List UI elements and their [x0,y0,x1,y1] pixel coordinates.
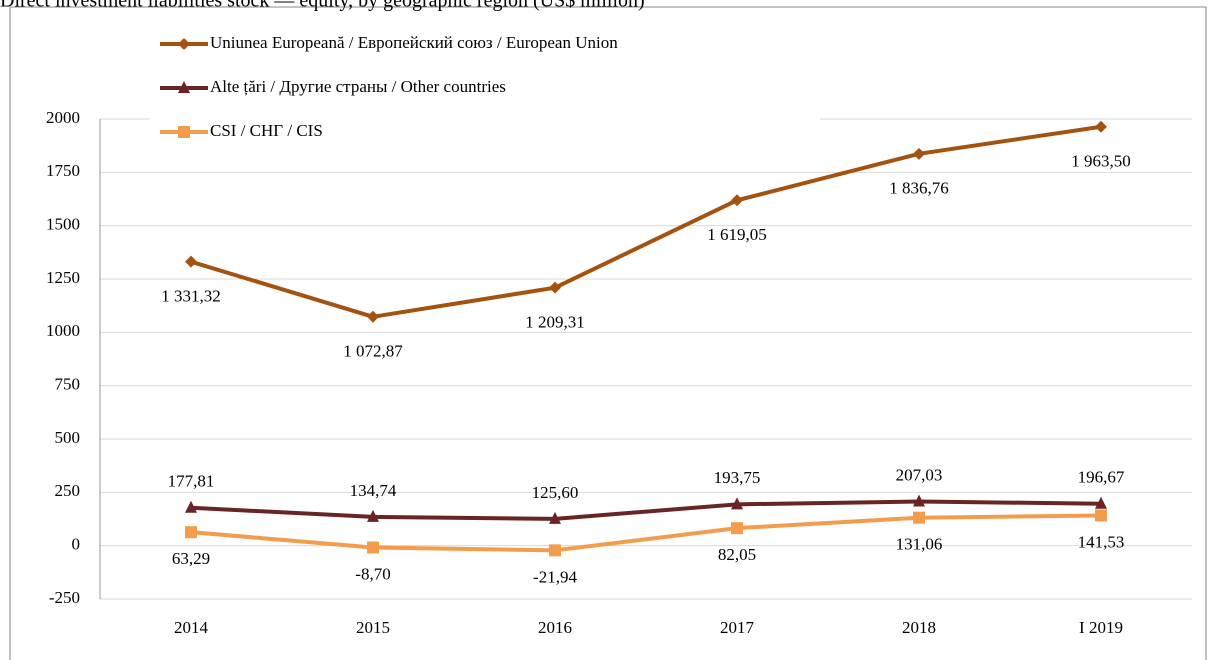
y-tick-label: 2000 [46,108,80,127]
y-tick-label: 250 [55,481,81,500]
point [185,526,197,539]
y-tick-label: 1250 [46,268,80,287]
legend-label: CSI / СНГ / CIS [210,121,323,140]
point [913,494,925,507]
point [549,511,561,524]
y-tick-label: 1750 [46,161,80,180]
y-tick-label: 1500 [46,215,80,234]
data-label: -8,70 [355,564,390,583]
legend-marker [178,126,190,138]
chart-title: Direct investment liabilities stock — eq… [0,0,645,12]
x-tick-label: 2016 [538,618,572,637]
series-line [190,499,1102,521]
data-label: 1 209,31 [525,313,585,332]
data-label: 82,05 [718,545,756,564]
data-label: 1 619,05 [707,225,767,244]
y-tick-label: 0 [72,535,81,554]
data-label: 177,81 [168,472,215,491]
y-tick-label: -250 [49,588,80,607]
data-label: 1 072,87 [343,342,403,361]
y-tick-label: 500 [55,428,81,447]
x-tick-label: 2018 [902,618,936,637]
point [913,511,925,524]
series-line [190,124,1102,319]
y-tick-label: 1000 [46,321,80,340]
point [1095,496,1107,509]
point [549,544,561,557]
data-label: -21,94 [533,567,577,586]
y-tick-label: 750 [55,375,81,394]
data-label: 1 836,76 [889,179,949,198]
series-line [190,513,1102,553]
data-label: 63,29 [172,549,210,568]
legend-label: Alte țări / Другие страны / Other countr… [210,77,506,96]
point [731,194,743,207]
x-tick-label: 2017 [720,618,755,637]
point [367,509,379,522]
point [185,255,197,268]
x-tick-label: 2014 [174,618,209,637]
data-label: 125,60 [532,483,579,502]
data-label: 193,75 [714,468,761,487]
data-label: 134,74 [350,481,397,500]
legend-label: Uniunea Europeană / Европейский союз / E… [210,33,618,52]
legend-marker [178,38,190,50]
point [1095,509,1107,522]
point [913,147,925,160]
point [367,310,379,323]
data-label: 207,03 [896,465,943,484]
point [185,500,197,513]
data-label: 1 963,50 [1071,152,1131,171]
point [549,281,561,294]
point [367,541,379,554]
point [1095,120,1107,133]
legend-bg [150,25,820,150]
data-label: 131,06 [896,535,943,554]
data-label: 1 331,32 [161,287,221,306]
point [731,522,743,535]
data-label: 196,67 [1078,468,1125,487]
x-tick-label: 2015 [356,618,390,637]
point [731,497,743,510]
data-label: 141,53 [1078,532,1125,551]
legend-marker [178,81,190,93]
x-tick-label: I 2019 [1079,618,1123,637]
